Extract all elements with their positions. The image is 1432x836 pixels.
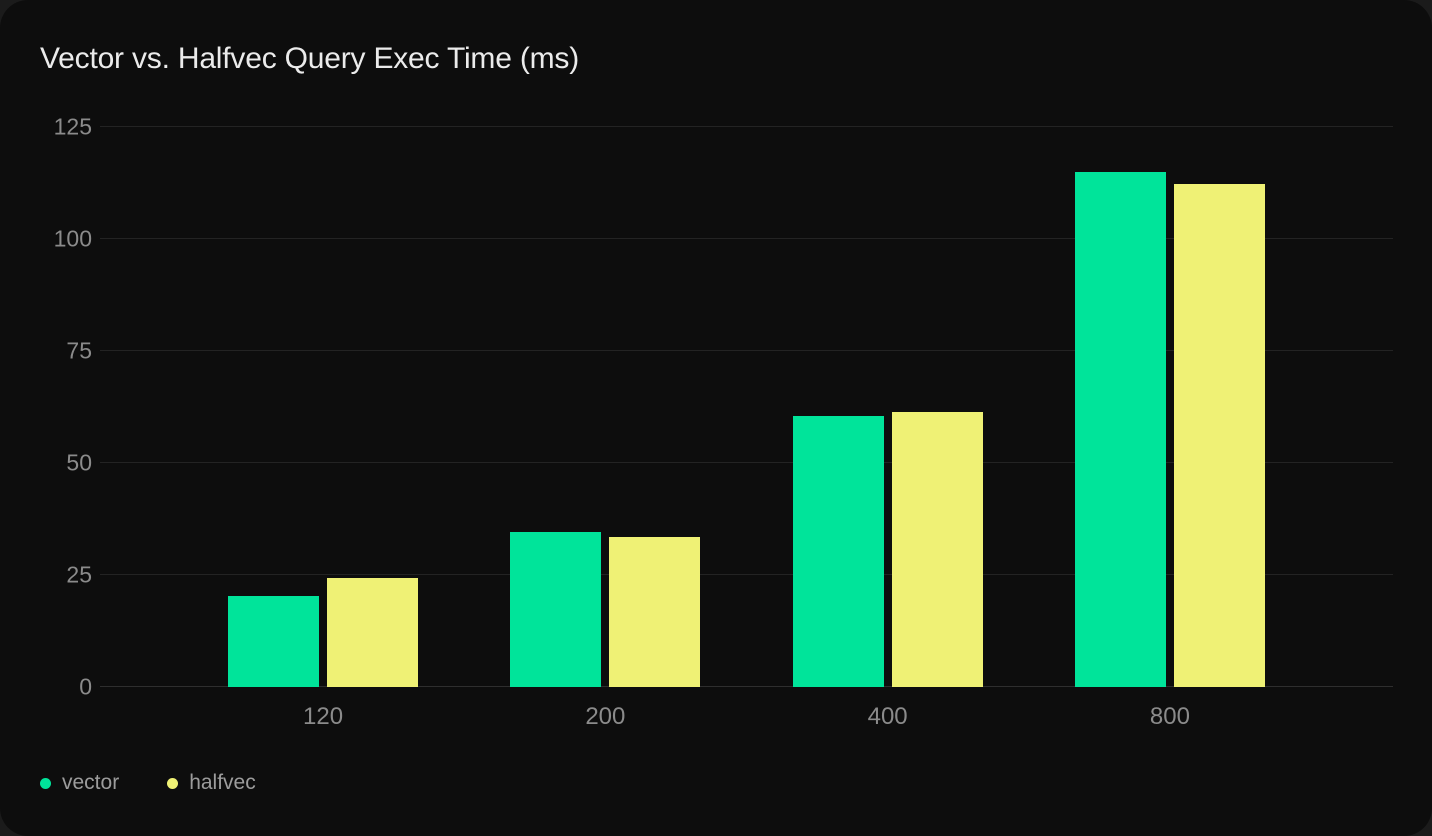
bar-vector (510, 532, 602, 687)
y-tick-label: 75 (66, 337, 92, 364)
bar-halfvec (1173, 183, 1265, 687)
legend-label: halfvec (189, 771, 256, 794)
bar-vector (1074, 172, 1166, 687)
legend-item-vector: vector (40, 771, 119, 795)
y-tick-label: 0 (79, 673, 92, 700)
bar-halfvec (891, 411, 983, 687)
y-tick-label: 50 (66, 449, 92, 476)
grid-line (100, 126, 1393, 127)
bar-halfvec (609, 536, 701, 687)
legend: vector halfvec (40, 771, 256, 795)
y-tick-label: 100 (53, 225, 92, 252)
x-tick-label: 800 (1149, 703, 1190, 730)
grid-line (100, 350, 1393, 351)
bar-group (228, 127, 419, 687)
bar-vector (792, 415, 884, 687)
bar-group (1074, 127, 1265, 687)
plot-area (100, 126, 1393, 687)
legend-dot-icon (40, 777, 51, 789)
bar-group (510, 127, 701, 687)
grid-line (100, 462, 1393, 463)
grid-line (100, 574, 1393, 575)
x-tick-label: 120 (303, 703, 344, 730)
bar-group (792, 127, 983, 687)
y-tick-label: 25 (66, 561, 92, 588)
bar-vector (228, 595, 320, 687)
legend-label: vector (62, 771, 120, 794)
x-tick-label: 200 (585, 703, 626, 730)
legend-item-halfvec: halfvec (167, 771, 256, 795)
grid-line (100, 686, 1393, 687)
chart-title: Vector vs. Halfvec Query Exec Time (ms) (40, 42, 579, 75)
bar-halfvec (327, 578, 419, 687)
legend-dot-icon (167, 777, 179, 789)
y-tick-label: 125 (53, 113, 92, 140)
grid-line (100, 238, 1393, 239)
x-tick-label: 400 (867, 703, 908, 730)
